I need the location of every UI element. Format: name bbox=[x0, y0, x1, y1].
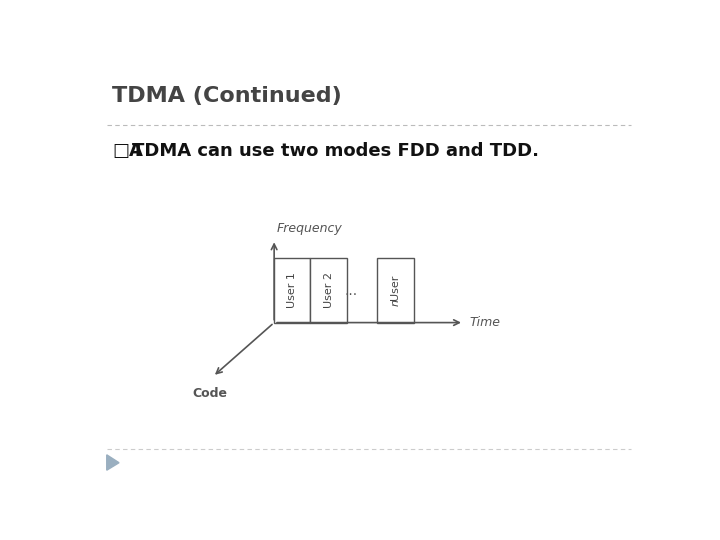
Bar bbox=[310, 258, 346, 322]
Text: User 2: User 2 bbox=[323, 272, 333, 308]
Bar bbox=[274, 258, 310, 322]
Polygon shape bbox=[107, 455, 119, 470]
Text: TDMA (Continued): TDMA (Continued) bbox=[112, 85, 342, 106]
Text: n: n bbox=[390, 299, 400, 306]
Bar bbox=[377, 258, 414, 322]
Text: Code: Code bbox=[192, 387, 228, 400]
Text: Time: Time bbox=[469, 316, 500, 329]
Text: TDMA can use two modes FDD and TDD.: TDMA can use two modes FDD and TDD. bbox=[132, 141, 539, 160]
Text: ...: ... bbox=[345, 285, 358, 299]
Text: □A: □A bbox=[112, 141, 143, 160]
Text: User: User bbox=[390, 272, 400, 301]
Text: User 1: User 1 bbox=[287, 273, 297, 308]
Text: Frequency: Frequency bbox=[277, 222, 343, 235]
